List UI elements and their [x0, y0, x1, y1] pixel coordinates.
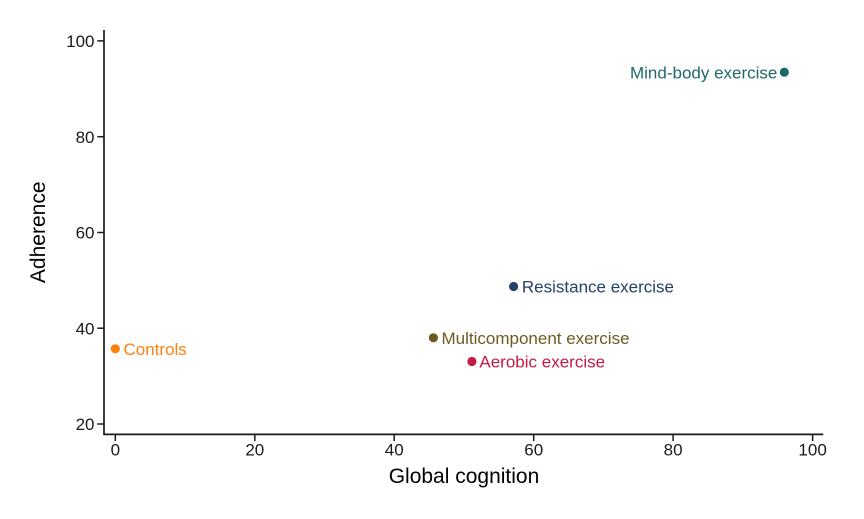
svg-text:60: 60 — [524, 441, 543, 460]
svg-text:Multicomponent exercise: Multicomponent exercise — [442, 329, 630, 348]
svg-text:Controls: Controls — [124, 340, 187, 359]
svg-text:100: 100 — [66, 32, 94, 51]
svg-text:Mind-body exercise: Mind-body exercise — [630, 63, 777, 82]
svg-text:Global cognition: Global cognition — [389, 465, 540, 488]
svg-text:40: 40 — [76, 319, 95, 338]
svg-text:Resistance exercise: Resistance exercise — [522, 278, 674, 297]
svg-text:0: 0 — [111, 441, 120, 460]
svg-text:Aerobic exercise: Aerobic exercise — [479, 353, 605, 372]
svg-text:20: 20 — [245, 441, 264, 460]
svg-text:40: 40 — [385, 441, 404, 460]
svg-text:80: 80 — [664, 441, 683, 460]
svg-text:Adherence: Adherence — [27, 182, 50, 284]
svg-text:20: 20 — [76, 415, 95, 434]
svg-text:60: 60 — [76, 224, 95, 243]
svg-text:100: 100 — [798, 441, 826, 460]
svg-text:80: 80 — [76, 128, 95, 147]
